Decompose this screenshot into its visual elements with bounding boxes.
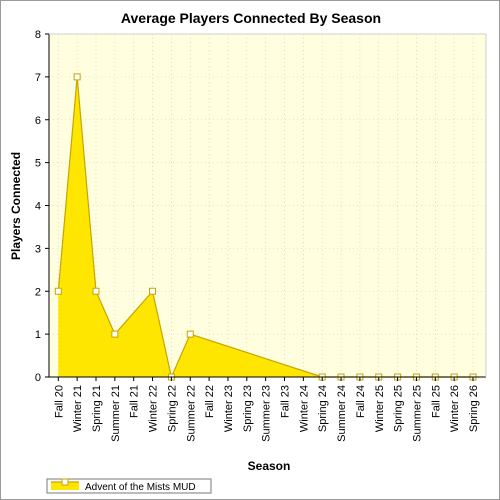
y-tick-label: 6 xyxy=(35,115,41,127)
legend: Advent of the Mists MUD xyxy=(46,478,212,494)
plot-area xyxy=(49,34,486,377)
y-tick-label: 3 xyxy=(35,243,41,255)
data-point-fall-20 xyxy=(54,287,62,295)
y-tick-label: 1 xyxy=(35,329,41,341)
data-point-summer-21 xyxy=(111,330,119,338)
data-point-spring-21 xyxy=(92,287,100,295)
x-tick-label: Fall 23 xyxy=(280,385,292,418)
x-tick-label: Fall 22 xyxy=(204,385,216,418)
legend-swatch xyxy=(51,482,79,490)
axes: 0 1 2 3 4 5 6 7 8 Fall 20 Winter 21 Spring 21 Summer… xyxy=(35,29,487,442)
x-tick-label: Summer 22 xyxy=(185,385,197,442)
data-point-winter-22 xyxy=(149,287,157,295)
x-tick-label: Spring 22 xyxy=(166,385,178,432)
x-tick-label: Summer 23 xyxy=(261,385,273,442)
y-axis-title: Players Connected xyxy=(9,152,23,260)
series-area xyxy=(58,76,474,377)
legend-marker xyxy=(61,478,69,486)
data-point-winter-21 xyxy=(73,73,81,81)
x-tick-label: Spring 24 xyxy=(317,385,329,432)
x-tick-label: Fall 20 xyxy=(53,385,65,418)
x-tick-label: Winter 26 xyxy=(449,385,461,432)
x-tick-label: Fall 21 xyxy=(129,385,141,418)
y-tick-label: 7 xyxy=(35,72,41,84)
x-tick-label: Winter 21 xyxy=(72,385,84,432)
x-tick-label: Summer 25 xyxy=(411,385,423,442)
x-tick-label: Winter 24 xyxy=(298,385,310,432)
y-tick-label: 4 xyxy=(35,201,41,213)
data-point-summer-22 xyxy=(186,330,194,338)
x-tick-label: Spring 21 xyxy=(91,385,103,432)
x-tick-label: Summer 24 xyxy=(336,385,348,442)
x-tick-label: Spring 25 xyxy=(393,385,405,432)
y-tick-label: 5 xyxy=(35,158,41,170)
x-tick-label: Winter 22 xyxy=(148,385,160,432)
chart-title: Average Players Connected By Season xyxy=(121,10,381,26)
legend-box xyxy=(46,478,212,494)
x-tick-label: Fall 25 xyxy=(430,385,442,418)
x-tick-label: Winter 23 xyxy=(223,385,235,432)
y-tick-label: 8 xyxy=(35,29,41,41)
x-tick-label: Spring 23 xyxy=(242,385,254,432)
x-tick-label: Spring 26 xyxy=(468,385,480,432)
x-axis-title: Season xyxy=(248,459,291,473)
x-tick-label: Winter 25 xyxy=(374,385,386,432)
y-tick-label: 0 xyxy=(35,372,41,384)
x-tick-label: Summer 21 xyxy=(110,385,122,442)
y-tick-label: 2 xyxy=(35,286,41,298)
x-tick-label: Fall 24 xyxy=(355,385,367,418)
legend-label: Advent of the Mists MUD xyxy=(85,482,196,493)
